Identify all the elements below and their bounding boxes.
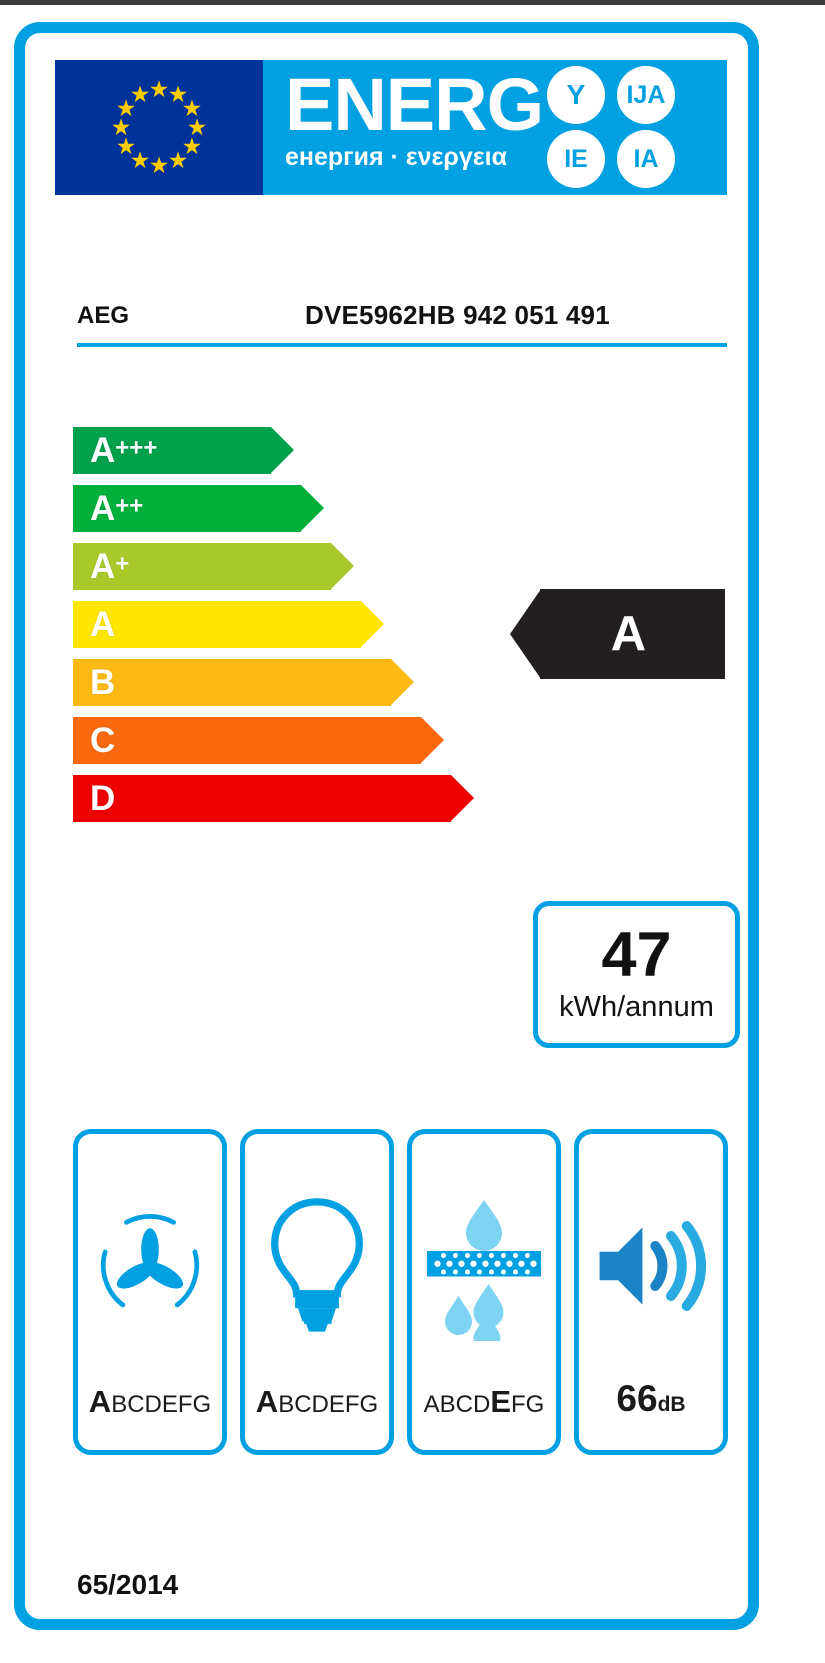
fan-class-value: A <box>88 1384 112 1419</box>
eu-star-icon: ★ <box>181 133 203 159</box>
energy-class-scale: A+++ A++ A+ A B C D <box>73 427 474 833</box>
grease-filter-icon <box>412 1158 556 1373</box>
arrow-body <box>540 589 725 679</box>
energ-title: ENERG <box>285 63 544 146</box>
scale-bar-letter: A <box>90 431 116 470</box>
energy-consumption-value: 47 <box>601 919 672 990</box>
scale-bar-label: A+++ <box>73 433 157 468</box>
grease-class-rating: ABCDEFG <box>412 1384 556 1420</box>
eu-star-icon: ★ <box>186 114 208 140</box>
cell-noise-level: 66dB <box>574 1129 728 1455</box>
scale-bar-body: A++ <box>73 485 324 532</box>
supplier-brand: AEG <box>77 302 130 329</box>
scale-bar-body: A+ <box>73 543 354 590</box>
language-circle-ija: IJA <box>617 66 675 124</box>
performance-cells: ABCDEFG ABCDEFG <box>73 1129 728 1455</box>
energy-consumption-box: 47 kWh/annum <box>533 901 740 1048</box>
scale-bar: A+++ <box>73 427 473 474</box>
scale-bar-letter: C <box>90 721 116 760</box>
energy-consumption-unit: kWh/annum <box>559 990 714 1023</box>
cell-grease-filtering-efficiency: ABCDEFG <box>407 1129 561 1455</box>
eu-star-icon: ★ <box>148 152 170 178</box>
fan-icon <box>78 1158 222 1373</box>
eu-star-icon: ★ <box>181 95 203 121</box>
eu-flag-icon: ★ ★ ★ ★ ★ ★ ★ ★ ★ ★ ★ ★ <box>55 60 263 195</box>
energ-subtitle: енергия · ενεργεια <box>285 143 507 171</box>
scale-bar-tip <box>301 485 324 531</box>
noise-level-unit: dB <box>657 1393 686 1416</box>
grease-class-value: E <box>490 1384 512 1419</box>
cell-lighting-efficiency: ABCDEFG <box>240 1129 394 1455</box>
scale-bar: A++ <box>73 485 473 532</box>
scale-bar-plus: + <box>115 550 130 578</box>
grease-class-prefix: ABCD <box>423 1391 491 1418</box>
scale-bar-label: C <box>73 723 115 758</box>
scale-bar-body: C <box>73 717 444 764</box>
eu-star-icon: ★ <box>167 81 189 108</box>
eu-star-icon: ★ <box>129 146 151 173</box>
noise-level-rating: 66dB <box>579 1378 723 1420</box>
top-strip <box>0 0 825 10</box>
scale-bar: A+ <box>73 543 473 590</box>
eu-star-icon: ★ <box>115 133 137 159</box>
arrow-point <box>510 589 541 679</box>
language-circle-y: Y <box>547 66 605 124</box>
label-header: ★ ★ ★ ★ ★ ★ ★ ★ ★ ★ ★ ★ ENERG енергия · ενεργεια Y … <box>55 60 727 195</box>
noise-level-value: 66 <box>616 1378 658 1419</box>
fan-class-rating: ABCDEFG <box>78 1384 222 1420</box>
scale-bar-tip <box>271 427 294 473</box>
lightbulb-icon <box>245 1158 389 1373</box>
lighting-class-value: A <box>255 1384 279 1419</box>
supplier-model: DVE5962HB 942 051 491 <box>305 300 610 330</box>
scale-bar-plus: ++ <box>115 492 144 520</box>
scale-bar-label: D <box>73 781 115 816</box>
fan-class-scale: BCDEFG <box>111 1391 212 1418</box>
scale-bar-tip <box>361 601 384 647</box>
language-circle-ia: IA <box>617 130 675 188</box>
eu-star-icon: ★ <box>167 146 189 173</box>
energy-class-value: A <box>610 607 647 661</box>
lighting-class-scale: BCDEFG <box>278 1391 379 1418</box>
scale-bar-tip <box>331 543 354 589</box>
scale-bar-letter: A <box>90 547 116 586</box>
speaker-icon <box>579 1158 723 1373</box>
scale-bar-letter: A <box>90 489 116 528</box>
supplier-row: AEG DVE5962HB 942 051 491 <box>55 298 727 347</box>
scale-bar-label: A <box>73 607 115 642</box>
scale-bar-body: B <box>73 659 414 706</box>
language-circle-ie: IE <box>547 130 605 188</box>
label-frame: ★ ★ ★ ★ ★ ★ ★ ★ ★ ★ ★ ★ ENERG енергия · ενεργεια Y … <box>14 22 759 1630</box>
eu-star-icon: ★ <box>129 81 151 108</box>
scale-bar-label: B <box>73 665 115 700</box>
eu-star-icon: ★ <box>148 76 170 102</box>
scale-bar: D <box>73 775 474 822</box>
energ-banner: ENERG енергия · ενεργεια Y IJA IE IA <box>263 60 727 195</box>
scale-bar: A <box>73 601 473 648</box>
cell-fluid-dynamic-efficiency: ABCDEFG <box>73 1129 227 1455</box>
eu-star-icon: ★ <box>115 95 137 121</box>
scale-bar-tip <box>421 717 444 763</box>
scale-bar: C <box>73 717 473 764</box>
lighting-class-rating: ABCDEFG <box>245 1384 389 1420</box>
scale-bar-body: A <box>73 601 384 648</box>
scale-bar-letter: A <box>90 605 116 644</box>
energ-wordmark: ENERG енергия · ενεργεια <box>285 63 544 172</box>
grease-class-suffix: FG <box>511 1391 545 1418</box>
energy-class-arrow: A <box>510 589 725 679</box>
scale-bar-body: A+++ <box>73 427 294 474</box>
scale-bar-body: D <box>73 775 474 822</box>
scale-bar-letter: B <box>90 663 116 702</box>
scale-bar: B <box>73 659 473 706</box>
supplier-divider <box>77 343 727 347</box>
scale-bar-label: A+ <box>73 549 129 584</box>
scale-bar-letter: D <box>90 779 116 818</box>
scale-bar-plus: +++ <box>115 434 158 462</box>
scale-bar-tip <box>391 659 414 705</box>
language-circles: Y IJA IE IA <box>543 66 719 190</box>
eu-star-icon: ★ <box>110 114 132 140</box>
regulation-number: 65/2014 <box>77 1569 179 1600</box>
scale-bar-tip <box>451 775 474 821</box>
scale-bar-label: A++ <box>73 491 143 526</box>
